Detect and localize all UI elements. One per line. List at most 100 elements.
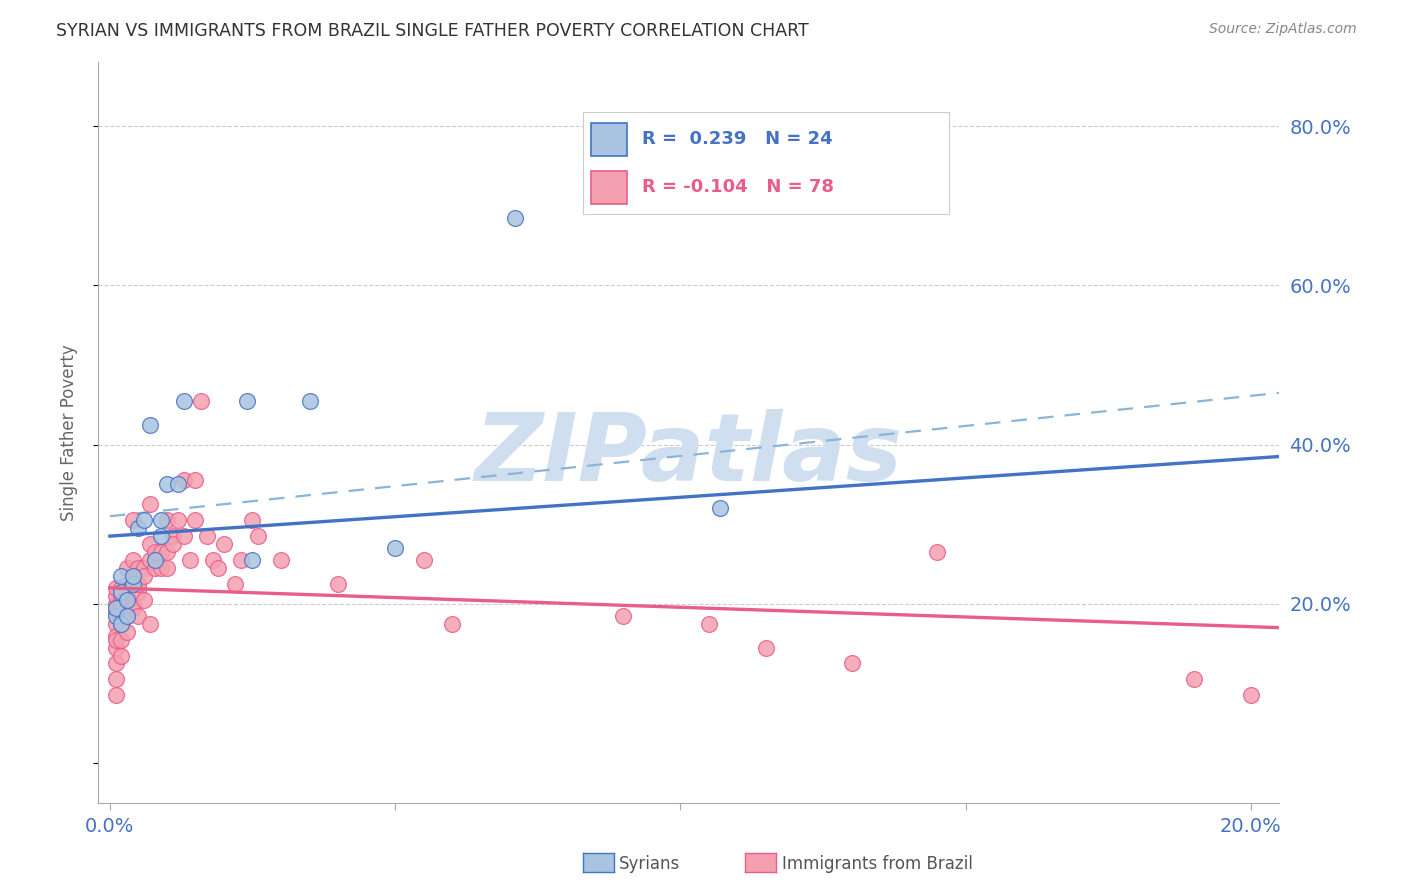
Point	[115, 608, 138, 623]
Point	[139, 553, 162, 567]
Point	[110, 632, 132, 647]
Point	[139, 537, 162, 551]
Point	[927, 545, 949, 559]
Point	[236, 393, 259, 408]
Point	[104, 673, 127, 687]
Point	[503, 211, 526, 225]
Point	[132, 561, 155, 575]
Point	[150, 513, 173, 527]
Point	[184, 513, 207, 527]
Point	[156, 513, 179, 527]
Point	[156, 545, 179, 559]
Text: ZIPatlas: ZIPatlas	[475, 409, 903, 500]
Point	[110, 592, 132, 607]
Point	[207, 561, 229, 575]
Point	[156, 477, 179, 491]
Point	[104, 640, 127, 655]
Point	[326, 577, 349, 591]
Point	[162, 537, 184, 551]
Point	[145, 561, 167, 575]
Point	[115, 608, 138, 623]
Point	[104, 629, 127, 643]
Point	[115, 577, 138, 591]
Point	[110, 616, 132, 631]
Point	[212, 537, 235, 551]
Point	[145, 553, 167, 567]
Point	[115, 624, 138, 639]
Point	[841, 657, 863, 671]
Point	[127, 608, 149, 623]
Point	[156, 561, 179, 575]
Point	[104, 581, 127, 595]
Point	[104, 657, 127, 671]
Text: R =  0.239   N = 24: R = 0.239 N = 24	[643, 130, 832, 148]
Point	[127, 577, 149, 591]
Point	[247, 529, 270, 543]
Point	[184, 474, 207, 488]
Point	[121, 553, 143, 567]
Point	[104, 589, 127, 603]
Text: Source: ZipAtlas.com: Source: ZipAtlas.com	[1209, 22, 1357, 37]
Point	[132, 592, 155, 607]
Point	[441, 616, 464, 631]
Point	[121, 597, 143, 611]
Point	[104, 689, 127, 703]
Point	[115, 592, 138, 607]
Point	[145, 545, 167, 559]
Point	[229, 553, 252, 567]
Point	[110, 600, 132, 615]
Point	[167, 513, 190, 527]
Point	[104, 616, 127, 631]
Point	[224, 577, 246, 591]
Point	[150, 561, 173, 575]
Point	[195, 529, 218, 543]
Point	[173, 529, 195, 543]
Point	[190, 393, 212, 408]
Point	[110, 597, 132, 611]
Point	[104, 605, 127, 619]
Point	[201, 553, 224, 567]
Point	[121, 569, 143, 583]
Point	[412, 553, 434, 567]
Point	[298, 393, 321, 408]
Point	[110, 569, 132, 583]
Point	[179, 553, 201, 567]
Point	[612, 608, 634, 623]
Point	[173, 474, 195, 488]
Point	[104, 632, 127, 647]
Point	[242, 553, 264, 567]
Point	[110, 581, 132, 595]
Point	[173, 393, 195, 408]
Point	[115, 561, 138, 575]
Point	[384, 541, 406, 555]
Text: SYRIAN VS IMMIGRANTS FROM BRAZIL SINGLE FATHER POVERTY CORRELATION CHART: SYRIAN VS IMMIGRANTS FROM BRAZIL SINGLE …	[56, 22, 808, 40]
Point	[127, 561, 149, 575]
Point	[139, 417, 162, 432]
Point	[121, 600, 143, 615]
Point	[104, 597, 127, 611]
Point	[121, 577, 143, 591]
Point	[150, 545, 173, 559]
Y-axis label: Single Father Poverty: Single Father Poverty	[59, 344, 77, 521]
Point	[110, 616, 132, 631]
Point	[167, 477, 190, 491]
Point	[110, 648, 132, 663]
Point	[132, 513, 155, 527]
Point	[104, 608, 127, 623]
FancyBboxPatch shape	[591, 171, 627, 204]
Point	[115, 592, 138, 607]
Point	[132, 569, 155, 583]
Point	[270, 553, 292, 567]
Text: Immigrants from Brazil: Immigrants from Brazil	[782, 855, 973, 873]
Point	[115, 584, 138, 599]
Point	[242, 513, 264, 527]
Point	[127, 577, 149, 591]
Text: R = -0.104   N = 78: R = -0.104 N = 78	[643, 178, 834, 196]
Point	[127, 521, 149, 535]
Point	[121, 513, 143, 527]
Point	[709, 501, 731, 516]
Point	[1182, 673, 1205, 687]
Text: Syrians: Syrians	[619, 855, 681, 873]
Point	[110, 584, 132, 599]
Point	[1240, 689, 1263, 703]
